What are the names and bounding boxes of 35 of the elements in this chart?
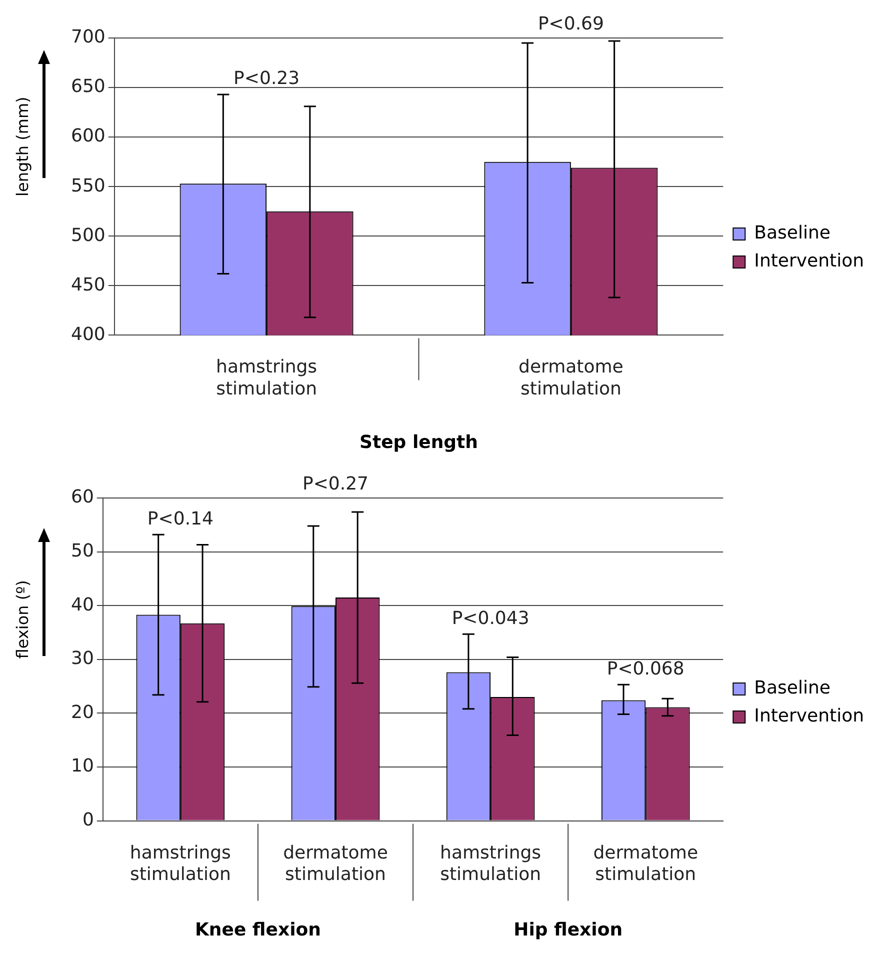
text: Hip flexion: [514, 920, 623, 941]
x-tick-label: dermatome stimulation: [593, 842, 698, 885]
x-tick-label: hamstrings stimulation: [440, 842, 542, 885]
y-tick-label: 30: [71, 648, 94, 670]
y-tick-label: 600: [70, 126, 106, 147]
y-tick-label: 450: [70, 274, 106, 296]
x-tick-label: dermatome stimulation: [518, 356, 624, 400]
y-tick-label: 40: [71, 594, 94, 616]
legend-label: Intervention: [754, 250, 864, 272]
y-tick-label: 500: [70, 224, 106, 246]
annotation: P<0.068: [606, 658, 684, 680]
y-axis-title: length (mm): [13, 96, 32, 196]
x-tick-label: dermatome stimulation: [283, 842, 388, 885]
legend-label: Intervention: [754, 706, 864, 727]
y-tick-label: 400: [70, 324, 106, 345]
text: P<0.27: [302, 474, 368, 495]
y-tick-label: 20: [71, 702, 94, 723]
x-tick-label: hamstrings stimulation: [216, 356, 318, 400]
x-axis-title: Step length: [360, 432, 478, 453]
y-tick-label: 650: [70, 76, 106, 98]
y-tick-label: 550: [70, 175, 106, 196]
y-tick-label: 700: [70, 26, 106, 48]
legend-label: Baseline: [754, 222, 830, 244]
y-axis-title: flexion (º): [13, 580, 32, 659]
y-tick-label: 10: [71, 756, 94, 777]
text: P<0.69: [538, 14, 604, 35]
y-tick-label: 0: [82, 809, 94, 830]
x-tick-label: hamstrings stimulation: [130, 842, 231, 885]
annotation: P<0.043: [452, 608, 530, 629]
annotation: P<0.23: [234, 68, 300, 90]
y-tick-label: 60: [71, 486, 94, 508]
y-tick-label: 50: [71, 540, 94, 562]
annotation: P<0.14: [147, 508, 214, 530]
legend-label: Baseline: [754, 678, 830, 699]
text: Knee flexion: [194, 920, 321, 941]
